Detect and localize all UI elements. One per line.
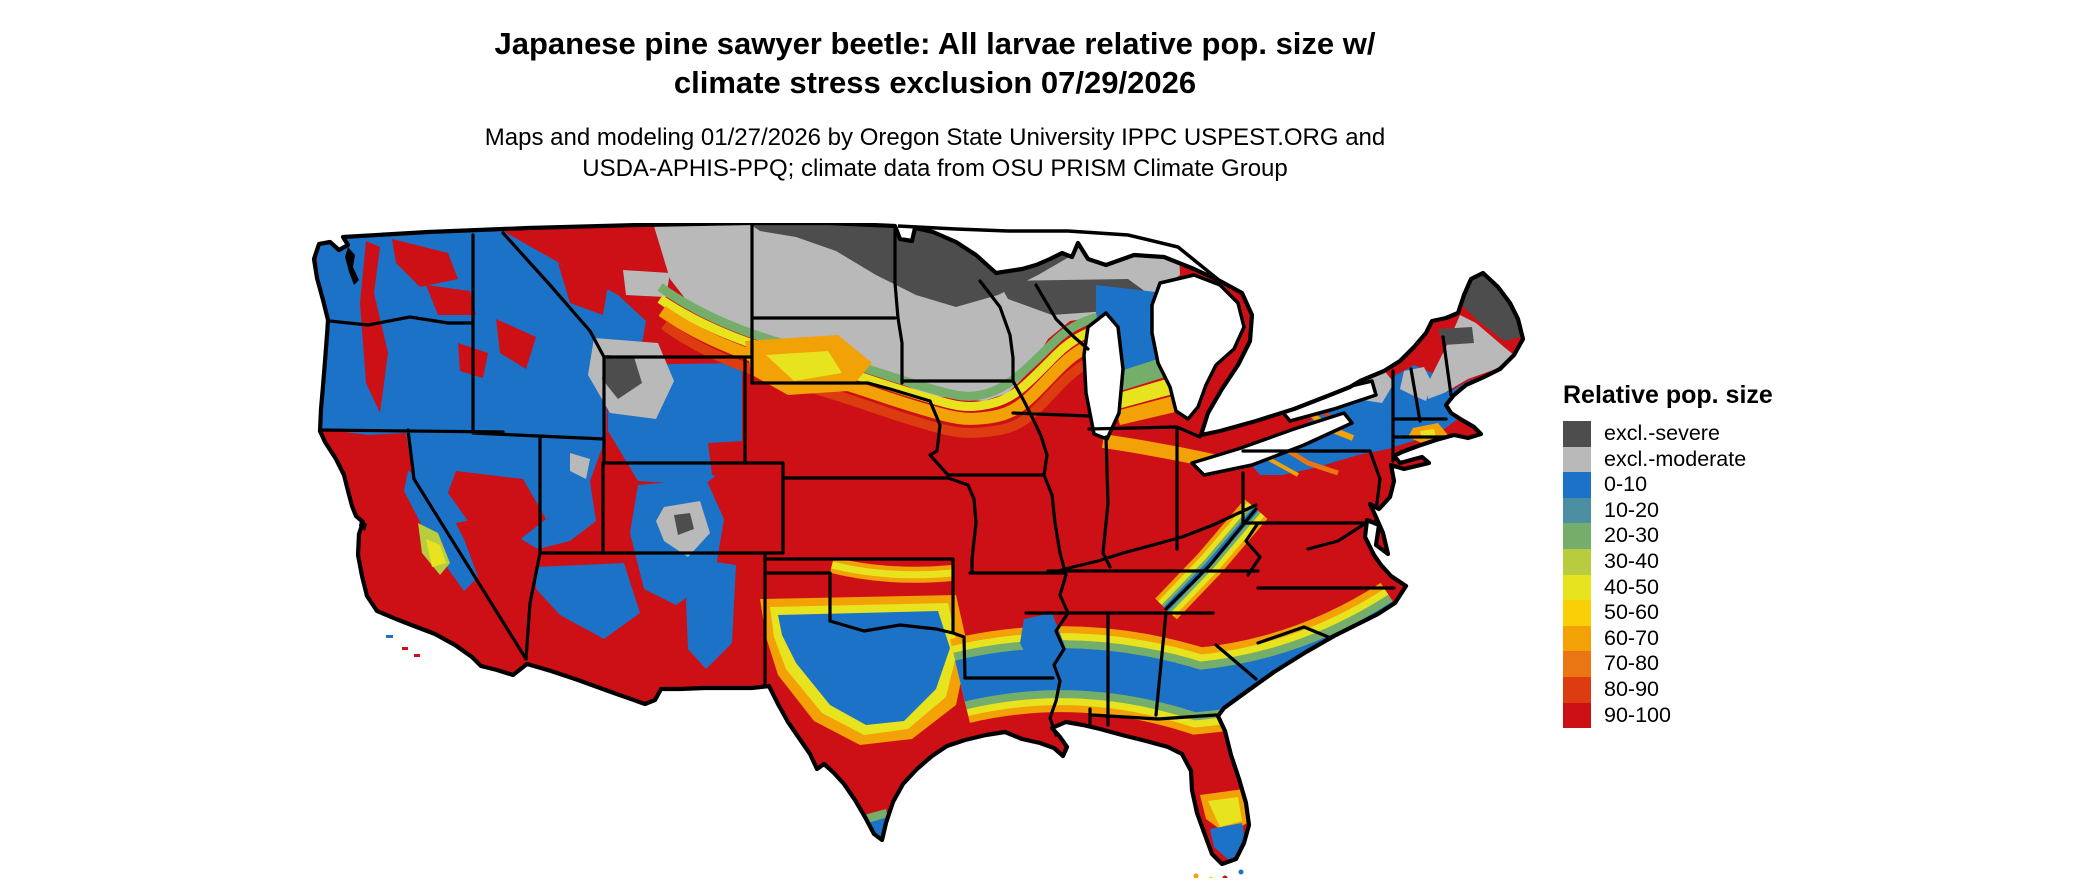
population-raster — [314, 223, 1523, 864]
key-dot — [1222, 875, 1228, 881]
lake-erie — [1190, 411, 1354, 477]
legend-title: Relative pop. size — [1563, 381, 1773, 409]
raster-wyoming-se-red — [708, 441, 744, 481]
raster-southflorida-blue — [1210, 823, 1246, 861]
raster-vtnh-gray — [1400, 367, 1432, 401]
page-title: Japanese pine sawyer beetle: All larvae … — [85, 24, 1785, 102]
legend-swatch-p50_60 — [1563, 600, 1591, 626]
puget-sound — [345, 247, 359, 285]
legend-swatch-excl_severe — [1563, 421, 1591, 447]
lake-huron — [1150, 273, 1246, 421]
legend-items: excl.-severe excl.-moderate 0-10 10-20 20-30… — [1563, 421, 1773, 729]
island-dot — [402, 647, 408, 650]
legend-item-label: 70-80 — [1604, 651, 1659, 676]
florida-keys — [1193, 869, 1244, 882]
raster-sewashington-red — [426, 285, 476, 315]
legend-item: 10-20 — [1563, 497, 1773, 524]
raster-maine-severe — [1458, 273, 1521, 341]
title-line-2: climate stress exclusion 07/29/2026 — [673, 65, 1197, 100]
island-dot — [414, 654, 420, 657]
legend-item-label: 40-50 — [1604, 574, 1659, 599]
legend-item: 60-70 — [1563, 625, 1773, 652]
raster-west-0-10 — [316, 231, 646, 549]
legend-item: 50-60 — [1563, 600, 1773, 626]
legend-item-label: 0-10 — [1604, 472, 1648, 497]
raster-nevada-red — [448, 471, 546, 545]
raster-cascades-red — [360, 241, 388, 413]
legend-item-label: 80-90 — [1604, 676, 1659, 701]
legend-item: excl.-severe — [1563, 421, 1773, 447]
legend-item: 80-90 — [1563, 676, 1773, 703]
legend-item: excl.-moderate — [1563, 446, 1773, 473]
legend-swatch-p90_100 — [1563, 702, 1591, 729]
raster-central-valley-yellow — [426, 539, 446, 567]
legend-item-label: 90-100 — [1604, 702, 1671, 727]
legend-swatch-excl_moderate — [1563, 446, 1591, 473]
raster-yellowstone-severe — [602, 355, 642, 399]
raster-maine-severe-2 — [1438, 327, 1474, 345]
us-outline — [311, 220, 1526, 867]
raster-arizona-0-10 — [536, 563, 640, 639]
great-lakes — [1082, 273, 1378, 477]
legend-item-label: 10-20 — [1604, 497, 1659, 522]
subtitle-line-1: Maps and modeling 01/27/2026 by Oregon S… — [484, 124, 1386, 151]
raster-texas-core-0-10 — [778, 611, 950, 725]
subtitle-line-2: USDA-APHIS-PPQ; climate data from OSU PR… — [582, 155, 1288, 182]
island-dot — [386, 635, 393, 638]
map-canvas — [311, 220, 1526, 882]
legend: Relative pop. size excl.-severe excl.-mod… — [1563, 381, 1773, 729]
legend-item: 70-80 — [1563, 651, 1773, 677]
legend-item-label: excl.-moderate — [1604, 446, 1747, 471]
superior-border-line — [897, 224, 1222, 283]
raster-colorado-severe — [674, 513, 694, 535]
raster-sierra-0-10 — [404, 471, 478, 591]
raster-newashington-red — [392, 239, 458, 287]
legend-item: 20-30 — [1563, 523, 1773, 549]
lake-michigan — [1082, 311, 1125, 441]
title-line-1: Japanese pine sawyer beetle: All larvae … — [494, 26, 1376, 61]
key-dot — [1193, 873, 1199, 879]
legend-item-label: 30-40 — [1604, 548, 1659, 573]
legend-swatch-p20_30 — [1563, 523, 1591, 549]
legend-swatch-p60_70 — [1563, 625, 1591, 652]
legend-swatch-p0_10 — [1563, 472, 1591, 498]
legend-item: 90-100 — [1563, 702, 1773, 729]
legend-item-label: 50-60 — [1604, 600, 1659, 625]
legend-item: 40-50 — [1563, 574, 1773, 601]
legend-item: 0-10 — [1563, 472, 1773, 498]
legend-swatch-p10_20 — [1563, 497, 1591, 524]
legend-item: 30-40 — [1563, 548, 1773, 575]
legend-swatch-p70_80 — [1563, 651, 1591, 677]
raster-michigan-yellow — [1112, 375, 1184, 409]
sf-bay — [359, 520, 367, 531]
legend-swatch-p40_50 — [1563, 574, 1591, 601]
legend-item-label: 60-70 — [1604, 625, 1659, 650]
key-dot — [1208, 876, 1214, 882]
raster-newmexico-0-10 — [686, 559, 736, 669]
key-dot — [1238, 869, 1244, 875]
raster-swmontana-red — [558, 263, 608, 315]
raster-nebraska-yellow — [766, 351, 842, 381]
legend-item-label: 20-30 — [1604, 523, 1659, 548]
raster-centralidaho-red — [496, 319, 536, 369]
raster-florida-yellow — [1208, 797, 1242, 827]
page-subtitle: Maps and modeling 01/27/2026 by Oregon S… — [85, 122, 1785, 184]
legend-swatch-p80_90 — [1563, 676, 1591, 703]
channel-islands — [386, 635, 420, 657]
legend-swatch-p30_40 — [1563, 548, 1591, 575]
legend-item-label: excl.-severe — [1604, 421, 1720, 445]
raster-utah-gray — [570, 453, 590, 479]
raster-oklahoma-band-yellow — [831, 561, 953, 579]
raster-michigan-orange — [1116, 393, 1188, 425]
us-population-map — [308, 220, 1528, 882]
